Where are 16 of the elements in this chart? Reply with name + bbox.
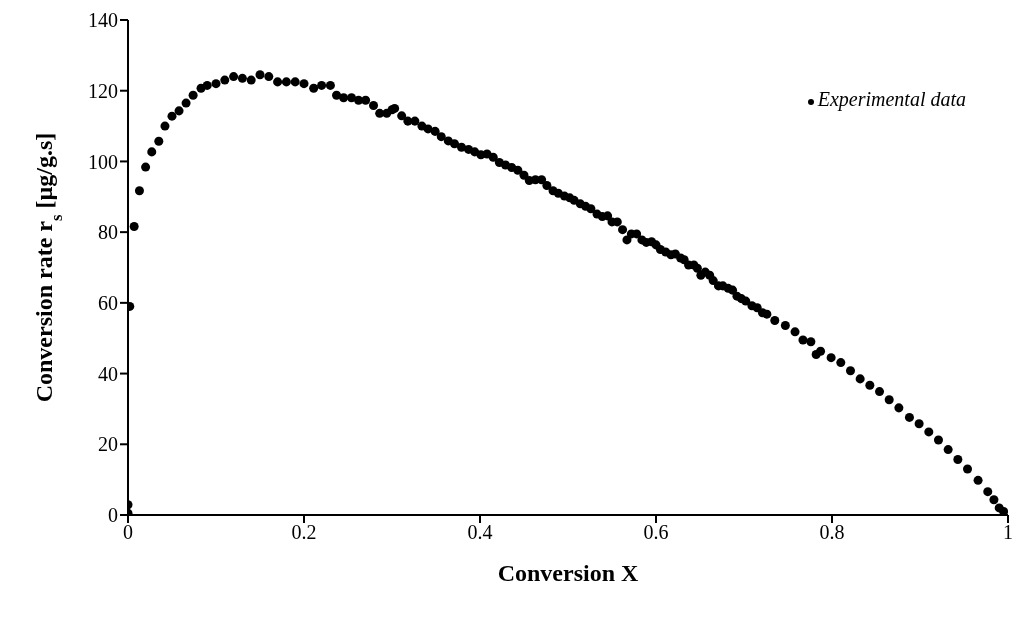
y-tick-label: 0 bbox=[108, 504, 118, 527]
y-tick-label: 60 bbox=[98, 291, 118, 314]
x-tick-label: 0.8 bbox=[819, 521, 845, 544]
x-tick-label: 0.6 bbox=[643, 521, 669, 544]
y-tick-label: 80 bbox=[98, 221, 118, 244]
x-tick-label: 0.4 bbox=[467, 521, 493, 544]
y-tick-label: 20 bbox=[98, 433, 118, 456]
y-tick-label: 100 bbox=[88, 150, 118, 173]
x-tick-label: 0.2 bbox=[291, 521, 317, 544]
x-tick-label: 1 bbox=[1003, 521, 1013, 544]
legend-label: Experimental data bbox=[817, 88, 966, 110]
x-tick-label: 0 bbox=[123, 521, 133, 544]
x-axis-title: Conversion X bbox=[497, 560, 639, 586]
y-tick-label: 140 bbox=[88, 9, 118, 32]
y-tick-label: 120 bbox=[88, 79, 118, 102]
y-tick-label: 40 bbox=[98, 362, 118, 385]
